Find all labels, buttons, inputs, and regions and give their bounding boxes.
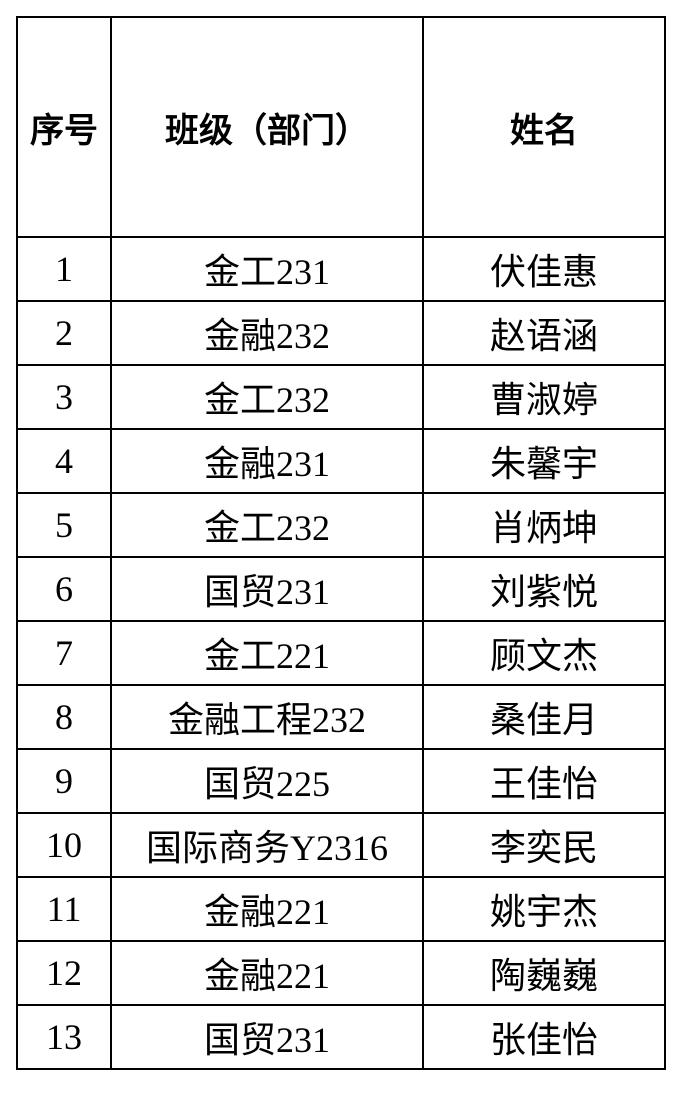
table-row: 3 金工232 曹淑婷 (16, 364, 666, 430)
cell-class: 国贸225 (110, 748, 424, 814)
table-row: 1 金工231 伏佳惠 (16, 236, 666, 302)
cell-name: 曹淑婷 (422, 364, 666, 430)
cell-number: 5 (16, 492, 112, 558)
cell-name: 肖炳坤 (422, 492, 666, 558)
table-row: 6 国贸231 刘紫悦 (16, 556, 666, 622)
student-list-table: 序号 班级（部门） 姓名 1 金工231 伏佳惠 2 金融232 赵语涵 3 金工232 曹淑婷… (16, 16, 666, 1070)
cell-number: 3 (16, 364, 112, 430)
header-number: 序号 (16, 16, 112, 238)
cell-name: 桑佳月 (422, 684, 666, 750)
cell-class: 金融221 (110, 876, 424, 942)
cell-number: 11 (16, 876, 112, 942)
cell-number: 1 (16, 236, 112, 302)
cell-number: 7 (16, 620, 112, 686)
cell-class: 金融221 (110, 940, 424, 1006)
cell-class: 国贸231 (110, 556, 424, 622)
table-row: 13 国贸231 张佳怡 (16, 1004, 666, 1070)
table-row: 8 金融工程232 桑佳月 (16, 684, 666, 750)
cell-class: 金融231 (110, 428, 424, 494)
cell-name: 朱馨宇 (422, 428, 666, 494)
cell-number: 8 (16, 684, 112, 750)
cell-name: 赵语涵 (422, 300, 666, 366)
cell-name: 刘紫悦 (422, 556, 666, 622)
cell-name: 李奕民 (422, 812, 666, 878)
header-row: 序号 班级（部门） 姓名 (16, 16, 666, 238)
cell-number: 4 (16, 428, 112, 494)
cell-class: 国际商务Y2316 (110, 812, 424, 878)
table-row: 10 国际商务Y2316 李奕民 (16, 812, 666, 878)
cell-number: 2 (16, 300, 112, 366)
cell-name: 伏佳惠 (422, 236, 666, 302)
table-row: 11 金融221 姚宇杰 (16, 876, 666, 942)
cell-class: 金工221 (110, 620, 424, 686)
cell-name: 姚宇杰 (422, 876, 666, 942)
cell-name: 陶巍巍 (422, 940, 666, 1006)
cell-class: 金工231 (110, 236, 424, 302)
table-row: 12 金融221 陶巍巍 (16, 940, 666, 1006)
cell-number: 10 (16, 812, 112, 878)
header-name: 姓名 (422, 16, 666, 238)
cell-class: 金工232 (110, 492, 424, 558)
cell-number: 12 (16, 940, 112, 1006)
header-class: 班级（部门） (110, 16, 424, 238)
table-row: 2 金融232 赵语涵 (16, 300, 666, 366)
cell-class: 金融工程232 (110, 684, 424, 750)
cell-number: 13 (16, 1004, 112, 1070)
table-row: 9 国贸225 王佳怡 (16, 748, 666, 814)
cell-class: 金融232 (110, 300, 424, 366)
table-row: 5 金工232 肖炳坤 (16, 492, 666, 558)
table-row: 4 金融231 朱馨宇 (16, 428, 666, 494)
table-row: 7 金工221 顾文杰 (16, 620, 666, 686)
cell-class: 国贸231 (110, 1004, 424, 1070)
cell-name: 顾文杰 (422, 620, 666, 686)
cell-name: 王佳怡 (422, 748, 666, 814)
cell-number: 6 (16, 556, 112, 622)
cell-class: 金工232 (110, 364, 424, 430)
cell-name: 张佳怡 (422, 1004, 666, 1070)
cell-number: 9 (16, 748, 112, 814)
